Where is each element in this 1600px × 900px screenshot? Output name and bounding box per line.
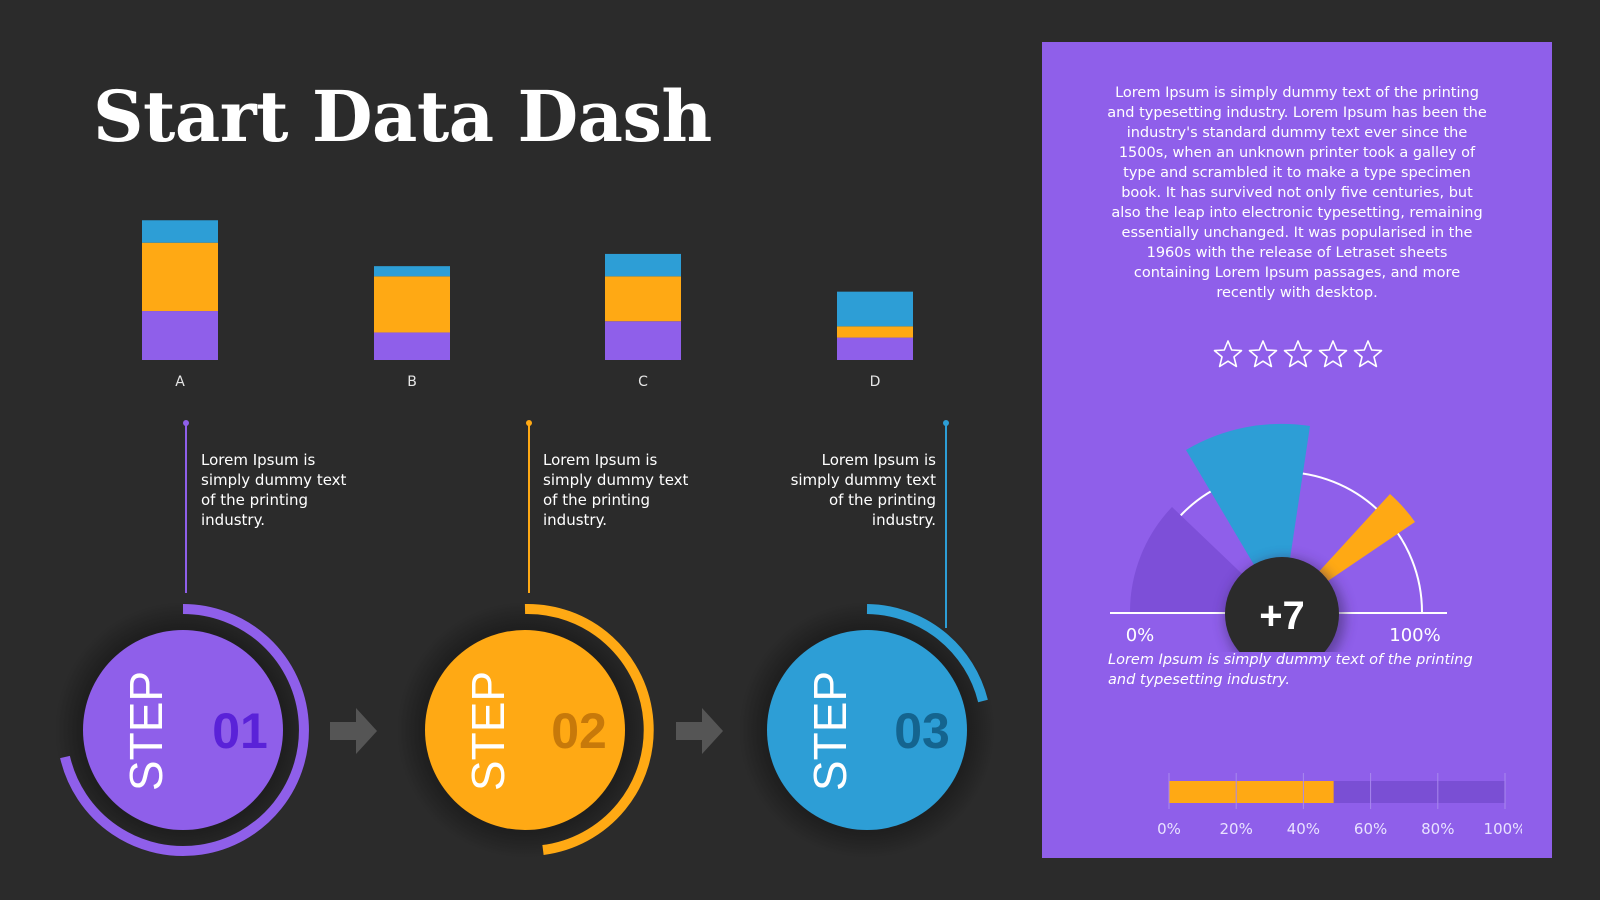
bar-d-segment-3 [837, 291, 913, 327]
bar-b-segment-1 [374, 332, 450, 360]
bar-c-segment-1 [605, 321, 681, 360]
star-icon[interactable] [1352, 338, 1384, 370]
step-1-description: Lorem Ipsum is simply dummy text of the … [201, 451, 347, 529]
bar-a-segment-1 [142, 311, 218, 360]
bar-label: B [407, 374, 417, 390]
bar-a-segment-2 [142, 242, 218, 312]
step-1: STEP 01 [55, 602, 311, 858]
bar-d-segment-1 [837, 337, 913, 360]
progress-tick-label: 40% [1287, 820, 1320, 838]
step-3-circle [767, 630, 967, 830]
step-2-word: STEP [462, 671, 514, 791]
stacked-bar-chart: A B C D [142, 220, 913, 390]
progress-chart: 0% 20% 40% 60% 80% 100% [1157, 773, 1522, 838]
progress-tick-label: 20% [1220, 820, 1253, 838]
bar-label: A [175, 374, 185, 390]
gauge-value: +7 [1259, 594, 1305, 638]
step-1-number: 01 [212, 703, 268, 759]
step-1-circle [83, 630, 283, 830]
gauge-center [1225, 557, 1339, 652]
step-1-arc [60, 604, 309, 856]
step-3-description: Lorem Ipsum is simply dummy text of the … [790, 451, 936, 529]
step-3-word: STEP [804, 671, 856, 791]
page-title: Start Data Dash [93, 75, 712, 158]
info-panel: Lorem Ipsum is simply dummy text of the … [1042, 42, 1552, 858]
star-icon[interactable] [1317, 338, 1349, 370]
star-icon[interactable] [1282, 338, 1314, 370]
step-2-arc [524, 603, 654, 855]
progress-tick-label: 0% [1157, 820, 1181, 838]
step-3-arc [866, 604, 988, 703]
bar-c-segment-3 [605, 253, 681, 277]
connector-line-2 [528, 423, 530, 593]
progress-tick-label: 80% [1421, 820, 1454, 838]
gauge-min-label: 0% [1126, 625, 1155, 646]
step-1-word: STEP [120, 671, 172, 791]
star-icon[interactable] [1212, 338, 1244, 370]
progress-fill [1169, 781, 1334, 803]
progress-tick-label: 100% [1484, 820, 1522, 838]
progress-tick-label: 60% [1354, 820, 1387, 838]
steps-row: STEP 01 STEP 02 STEP 03 [55, 602, 995, 858]
bar-d-segment-2 [837, 326, 913, 338]
step-2-circle [425, 630, 625, 830]
bar-label: C [638, 374, 648, 390]
arrow-right-icon [676, 708, 723, 754]
bar-a-segment-3 [142, 220, 218, 243]
step-3: STEP 03 [739, 602, 995, 858]
step-2-description: Lorem Ipsum is simply dummy text of the … [543, 451, 689, 529]
panel-caption: Lorem Ipsum is simply dummy text of the … [1108, 652, 1473, 688]
step-3-number: 03 [894, 703, 950, 759]
panel-paragraph: Lorem Ipsum is simply dummy text of the … [1107, 85, 1487, 301]
step-2: STEP 02 [397, 602, 654, 858]
bar-label: D [870, 374, 881, 390]
step-2-number: 02 [551, 703, 607, 759]
star-rating[interactable] [1212, 338, 1384, 374]
arrow-right-icon [330, 708, 377, 754]
gauge-chart: +7 0% 100% [1110, 423, 1447, 652]
bar-b-segment-2 [374, 276, 450, 333]
gauge-max-label: 100% [1389, 625, 1440, 646]
bar-c-segment-2 [605, 276, 681, 322]
star-icon[interactable] [1247, 338, 1279, 370]
connector-line-1 [185, 423, 187, 593]
connector-line-3 [945, 423, 947, 628]
bar-b-segment-3 [374, 266, 450, 277]
